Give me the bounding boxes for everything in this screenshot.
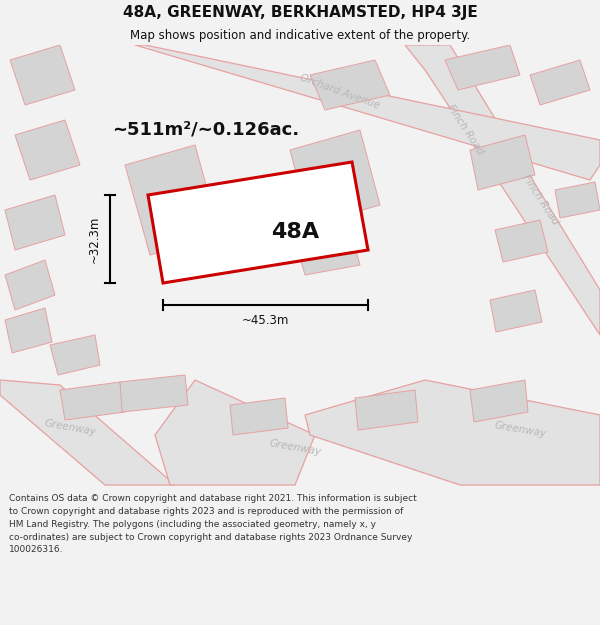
Polygon shape	[10, 45, 75, 105]
Polygon shape	[555, 182, 600, 218]
Polygon shape	[530, 60, 590, 105]
Polygon shape	[295, 230, 360, 275]
Polygon shape	[148, 162, 368, 283]
Text: Map shows position and indicative extent of the property.: Map shows position and indicative extent…	[130, 29, 470, 42]
Text: 48A: 48A	[271, 222, 319, 242]
Text: ~45.3m: ~45.3m	[242, 314, 289, 328]
Text: ~32.3m: ~32.3m	[88, 215, 101, 262]
Polygon shape	[0, 380, 175, 485]
Polygon shape	[230, 398, 288, 435]
Text: Finch Road: Finch Road	[445, 103, 485, 157]
Polygon shape	[135, 45, 600, 180]
Text: ~511m²/~0.126ac.: ~511m²/~0.126ac.	[112, 121, 299, 139]
Polygon shape	[120, 375, 188, 412]
Polygon shape	[445, 45, 520, 90]
Polygon shape	[355, 390, 418, 430]
Text: Finch Road: Finch Road	[520, 173, 560, 227]
Text: Greenway: Greenway	[493, 421, 547, 439]
Polygon shape	[60, 382, 125, 420]
Polygon shape	[490, 290, 542, 332]
Text: Greenway: Greenway	[43, 419, 97, 437]
Polygon shape	[470, 380, 528, 422]
Text: 48A, GREENWAY, BERKHAMSTED, HP4 3JE: 48A, GREENWAY, BERKHAMSTED, HP4 3JE	[122, 5, 478, 20]
Polygon shape	[50, 335, 100, 375]
Polygon shape	[155, 380, 315, 485]
Polygon shape	[5, 308, 52, 353]
Polygon shape	[5, 260, 55, 310]
Polygon shape	[495, 220, 548, 262]
Polygon shape	[405, 45, 600, 335]
Polygon shape	[5, 195, 65, 250]
Text: Contains OS data © Crown copyright and database right 2021. This information is : Contains OS data © Crown copyright and d…	[9, 494, 417, 554]
Polygon shape	[470, 135, 535, 190]
Polygon shape	[125, 145, 220, 255]
Polygon shape	[310, 60, 390, 110]
Text: Orchard Avenue: Orchard Avenue	[299, 73, 382, 111]
Polygon shape	[305, 380, 600, 485]
Polygon shape	[15, 120, 80, 180]
Polygon shape	[290, 130, 380, 225]
Text: Greenway: Greenway	[268, 439, 322, 458]
